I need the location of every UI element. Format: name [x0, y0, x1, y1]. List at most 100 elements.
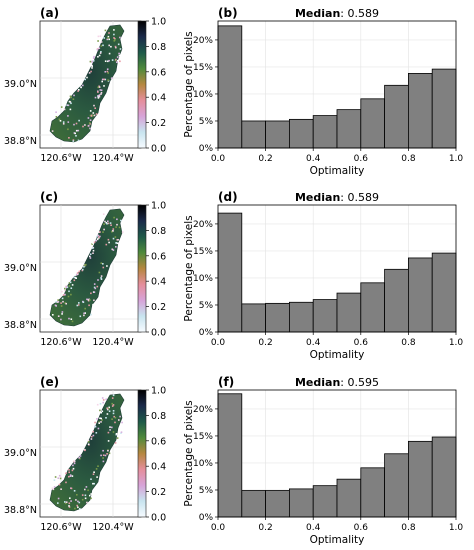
map-pixel — [112, 249, 115, 251]
histogram-bar — [312, 485, 338, 518]
map-pixel — [99, 417, 101, 419]
map-pixel — [69, 475, 72, 477]
map-pixel — [120, 219, 122, 222]
map-pixel — [102, 266, 105, 269]
map-pixel — [90, 292, 92, 295]
map-pixel — [106, 453, 108, 455]
map-pixel — [102, 263, 104, 265]
map-pixel — [115, 242, 118, 244]
map-pixel — [98, 86, 101, 88]
map-pixel — [113, 216, 115, 219]
map-pixel — [106, 70, 109, 73]
map-pixel — [84, 488, 86, 491]
map-pixel — [74, 507, 76, 510]
map-pixel — [64, 289, 66, 292]
map-pixel — [98, 271, 101, 274]
median-label: Median — [295, 191, 340, 204]
map-pixel — [118, 419, 120, 421]
map-pixel — [63, 108, 66, 111]
map-pixel — [113, 33, 115, 36]
map-pixel — [120, 432, 122, 434]
map-pixel — [71, 320, 74, 323]
map-pixel — [101, 410, 104, 413]
map-pixel — [72, 139, 75, 141]
lat-label: 38.8°N — [4, 136, 37, 147]
map-pixel — [71, 284, 74, 286]
map-pixel — [92, 252, 94, 254]
map-pixel — [120, 431, 123, 433]
colorbar: 0.0 0.2 0.4 0.6 0.8 1.0 — [137, 17, 166, 155]
map-pixel — [108, 38, 110, 41]
map-pixel — [89, 255, 91, 258]
map-pixel — [69, 101, 72, 103]
lon-label: 120.4°W — [92, 522, 134, 533]
map-pixel — [59, 120, 62, 122]
map-pixel — [94, 96, 97, 99]
histogram-bar — [336, 478, 362, 518]
map-pixel — [94, 421, 96, 424]
map-pixel — [87, 124, 90, 127]
map-pixel — [103, 37, 105, 39]
y-axis-label: Percentage of pixels — [183, 400, 195, 506]
map-pixel — [99, 231, 101, 233]
histogram-panel: (f) Median: 0.595 0.0 0.2 0.4 0.6 0.8 1.0 0% 5% 10… — [183, 375, 463, 546]
colorbar-tick-label: 0.0 — [151, 328, 166, 339]
map-pixel — [90, 64, 93, 67]
map-pixel — [95, 432, 98, 434]
map-pixel — [76, 304, 79, 307]
map-pixel — [93, 482, 95, 485]
map-pixel — [68, 290, 70, 293]
map-pixel — [68, 100, 71, 103]
map-pixel — [69, 474, 72, 476]
histogram-bar — [360, 98, 385, 149]
plot-frame — [217, 204, 457, 333]
map-pixel — [61, 311, 64, 313]
map-pixel — [52, 314, 54, 316]
map-pixel — [112, 394, 115, 397]
map-pixel — [64, 502, 67, 505]
map-pixel — [93, 104, 95, 107]
lon-label: 120.6°W — [40, 337, 82, 348]
map-pixel — [115, 226, 117, 228]
map-pixel — [104, 78, 107, 81]
map-pixel — [90, 497, 92, 500]
map-pixel — [111, 248, 114, 251]
map-pixel — [60, 302, 62, 304]
map-pixel — [116, 223, 118, 226]
map-pixel — [118, 52, 120, 55]
map-panel-label: (c) — [40, 190, 58, 204]
map-pixel — [75, 499, 77, 501]
map-pixel — [60, 318, 62, 321]
colorbar-bar — [137, 389, 147, 518]
map-pixel — [75, 135, 77, 137]
map-pixel — [106, 408, 109, 411]
plot-frame — [217, 389, 457, 518]
map-pixel — [98, 54, 101, 57]
map-pixel — [62, 123, 65, 125]
map-pixel — [68, 505, 70, 507]
median-label: Median — [295, 376, 340, 389]
map-pixel — [75, 122, 78, 125]
map-pixel — [78, 119, 80, 122]
map-pixel — [118, 54, 121, 57]
map-pixel — [114, 59, 117, 62]
map-pixel — [70, 500, 72, 502]
colorbar-tick-label: 0.4 — [151, 462, 166, 473]
map-pixel — [88, 435, 90, 438]
y-tick-label: 20% — [193, 220, 213, 230]
y-tick-label: 5% — [199, 117, 214, 127]
map-pixel — [94, 107, 96, 109]
map-pixel — [114, 416, 117, 419]
map-pixel — [83, 312, 85, 315]
map-pixel — [119, 48, 122, 50]
map-pixel — [77, 304, 80, 306]
map-pixel — [92, 60, 95, 62]
map-pixel — [68, 282, 71, 284]
map-pixel — [106, 68, 109, 70]
map-pixel — [101, 419, 103, 421]
map-pixel — [70, 293, 72, 296]
lat-label: 38.8°N — [4, 505, 37, 516]
map-pixel — [109, 426, 111, 428]
colorbar-tick-label: 0.4 — [151, 93, 166, 104]
